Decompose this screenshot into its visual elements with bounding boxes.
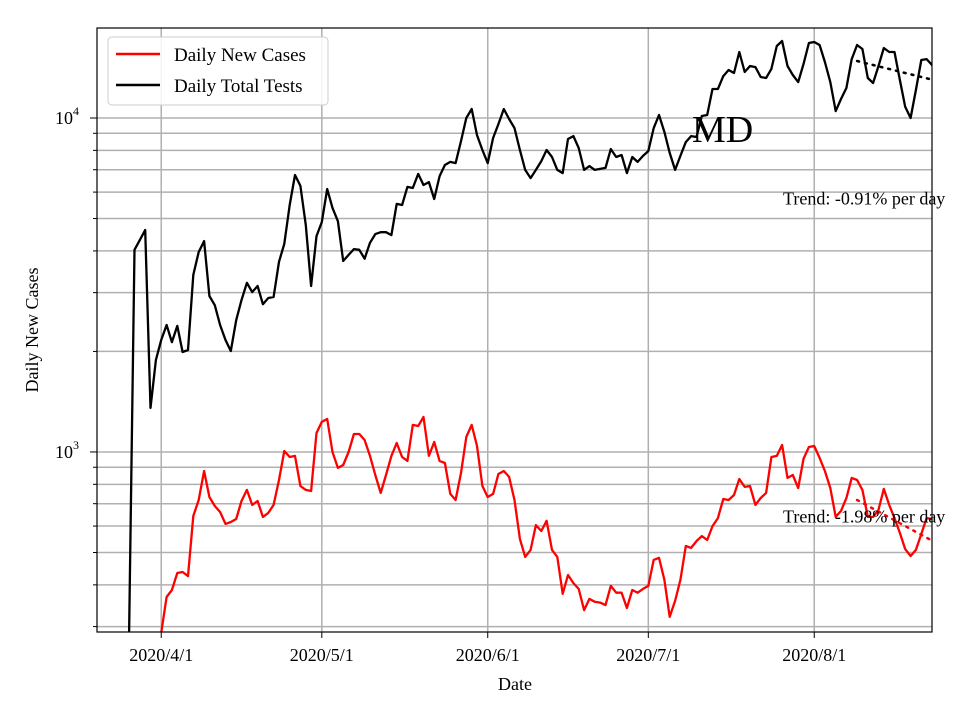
legend-label-daily-total-tests: Daily Total Tests [174, 76, 303, 97]
x-tick-label: 2020/4/1 [129, 645, 193, 665]
x-tick-label: 2020/7/1 [616, 645, 680, 665]
trend-layer [855, 59, 932, 542]
x-tick-label: 2020/6/1 [456, 645, 520, 665]
legend-box [107, 36, 329, 106]
y-tick-exponent: 3 [73, 438, 79, 452]
trend-label: Trend: -0.91% per day [783, 188, 945, 208]
trend-label: Trend: -1.98% per day [783, 506, 945, 526]
trend-labels: Trend: -0.91% per day Trend: -1.98% per d… [783, 188, 945, 526]
grid [97, 28, 932, 632]
series-layer [127, 39, 932, 632]
series-line-daily-new-cases [160, 415, 932, 632]
state-annotation: MD [692, 109, 753, 151]
x-tick-label: 2020/5/1 [290, 645, 354, 665]
y-tick-exponent: 4 [73, 104, 79, 118]
trend-line [855, 59, 932, 81]
legend-label-daily-new-cases: Daily New Cases [174, 45, 306, 66]
y-axis-label: Daily New Cases [22, 268, 42, 393]
trend-line [855, 498, 932, 542]
x-axis-label: Date [498, 674, 532, 694]
plot-frame [96, 27, 933, 633]
x-tick-label: 2020/8/1 [782, 645, 846, 665]
legend: Daily New Cases Daily Total Tests [107, 36, 329, 106]
series-line-daily-total-tests [127, 39, 932, 632]
